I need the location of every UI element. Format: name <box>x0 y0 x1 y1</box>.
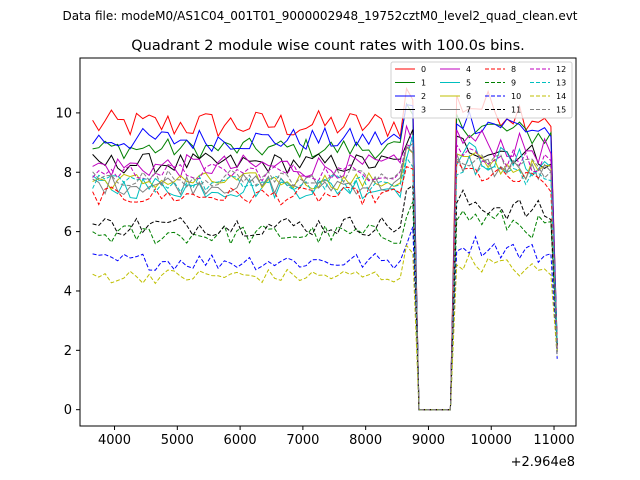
legend-label: 13 <box>556 79 566 88</box>
x-axis: 4000 5000 6000 7000 8000 9000 10000 11000 <box>98 426 575 448</box>
legend-label: 8 <box>511 65 516 74</box>
y-tick-label: 4 <box>64 284 72 299</box>
series-line-8 <box>92 159 558 411</box>
x-tick-label: 7000 <box>286 433 319 448</box>
legend-label: 10 <box>511 92 521 101</box>
series-line-13 <box>92 155 558 411</box>
legend-label: 9 <box>511 79 516 88</box>
series-line-6 <box>92 145 558 411</box>
legend-label: 11 <box>511 106 521 115</box>
y-tick-label: 10 <box>55 106 72 121</box>
y-tick-label: 8 <box>64 166 72 181</box>
y-tick-label: 2 <box>64 344 72 359</box>
series-line-0 <box>92 86 558 411</box>
series-line-5 <box>92 135 558 411</box>
x-offset-label: +2.964e8 <box>511 455 575 470</box>
legend-label: 0 <box>421 65 426 74</box>
legend-label: 12 <box>556 65 566 74</box>
x-tick-label: 4000 <box>98 433 131 448</box>
axes-frame <box>79 57 577 427</box>
legend-label: 7 <box>466 106 471 115</box>
legend-label: 3 <box>421 106 426 115</box>
legend-box <box>390 61 573 119</box>
suptitle: Data file: modeM0/AS1C04_001T01_90000029… <box>62 9 577 23</box>
x-tick-label: 5000 <box>161 433 194 448</box>
plot-lines <box>92 86 558 411</box>
legend-label: 14 <box>556 92 566 101</box>
chart-title: Quadrant 2 module wise count rates with … <box>131 38 525 54</box>
legend-label: 5 <box>466 79 471 88</box>
legend-label: 4 <box>466 65 471 74</box>
series-line-9 <box>92 201 558 411</box>
legend-label: 2 <box>421 92 426 101</box>
legend-label: 6 <box>466 92 471 101</box>
series-line-14 <box>92 244 558 411</box>
x-tick-label: 6000 <box>224 433 257 448</box>
x-tick-label: 10000 <box>471 433 512 448</box>
x-tick-label: 8000 <box>349 433 382 448</box>
x-tick-label: 9000 <box>412 433 445 448</box>
legend-label: 1 <box>421 79 426 88</box>
series-line-7 <box>92 145 558 411</box>
series-line-10 <box>92 226 558 411</box>
series-line-15 <box>92 142 558 411</box>
series-line-1 <box>92 102 558 411</box>
legend-label: 15 <box>556 106 566 115</box>
series-line-11 <box>92 184 558 411</box>
y-tick-label: 6 <box>64 225 72 240</box>
series-line-2 <box>92 104 558 411</box>
y-tick-label: 0 <box>64 403 72 418</box>
x-tick-label: 11000 <box>533 433 574 448</box>
series-line-3 <box>92 129 558 411</box>
y-axis: 0 2 4 6 8 10 <box>55 106 80 418</box>
